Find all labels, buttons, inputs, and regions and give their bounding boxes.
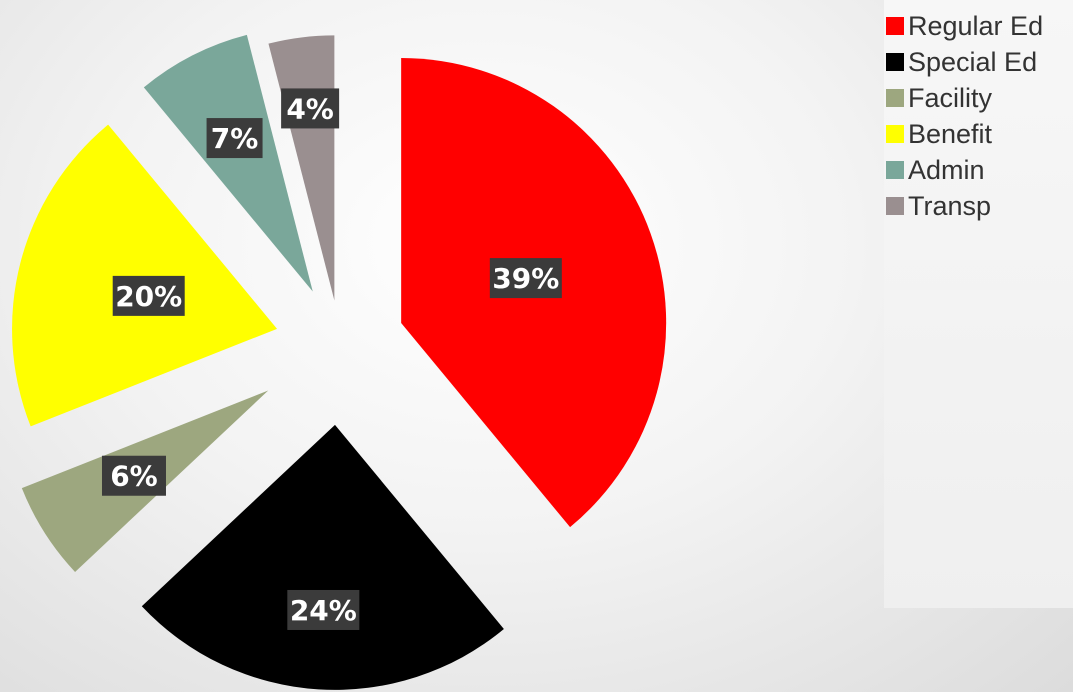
legend: Regular Ed Special Ed Facility Benefit Admin… xyxy=(884,0,1073,608)
data-label-box xyxy=(281,88,340,129)
legend-item-regular-ed: Regular Ed xyxy=(884,8,1043,44)
data-label-admin: 7% xyxy=(206,118,263,159)
data-label-special-ed: 24% xyxy=(287,589,360,630)
legend-item-transp: Transp xyxy=(884,188,1043,224)
legend-swatch xyxy=(886,125,904,143)
legend-label: Transp xyxy=(908,190,992,221)
pie-slice-admin xyxy=(143,34,313,292)
data-label-benefit: 20% xyxy=(112,275,185,316)
legend-item-special-ed: Special Ed xyxy=(884,44,1043,80)
legend-list: Regular Ed Special Ed Facility Benefit Admin… xyxy=(884,8,1043,224)
legend-swatch xyxy=(886,17,904,35)
data-label-facility: 6% xyxy=(101,455,166,496)
legend-label: Regular Ed xyxy=(908,10,1044,41)
data-label-text: 7% xyxy=(211,122,259,155)
legend-swatch xyxy=(886,53,904,71)
legend-label: Benefit xyxy=(908,118,993,149)
data-label-transp: 4% xyxy=(281,88,340,129)
data-label-text: 20% xyxy=(115,280,182,313)
data-label-text: 4% xyxy=(286,92,334,125)
legend-label: Facility xyxy=(908,82,993,113)
pie-slice-special-ed xyxy=(141,424,504,690)
legend-item-benefit: Benefit xyxy=(884,116,1043,152)
data-label-text: 39% xyxy=(492,262,559,295)
legend-item-admin: Admin xyxy=(884,152,1043,188)
data-label-box xyxy=(101,455,166,496)
pie-slice-benefit xyxy=(12,124,278,427)
data-label-text: 6% xyxy=(110,460,158,493)
data-label-box xyxy=(287,589,360,630)
legend-swatch xyxy=(886,197,904,215)
legend-item-facility: Facility xyxy=(884,80,1043,116)
legend-swatch xyxy=(886,161,904,179)
legend-label: Admin xyxy=(908,154,985,185)
legend-swatch xyxy=(886,89,904,107)
data-label-box xyxy=(112,275,185,316)
data-label-box xyxy=(206,118,263,159)
data-label-text: 24% xyxy=(290,594,357,627)
data-label-box xyxy=(489,258,562,299)
data-label-regular-ed: 39% xyxy=(489,258,562,299)
legend-label: Special Ed xyxy=(908,46,1038,77)
